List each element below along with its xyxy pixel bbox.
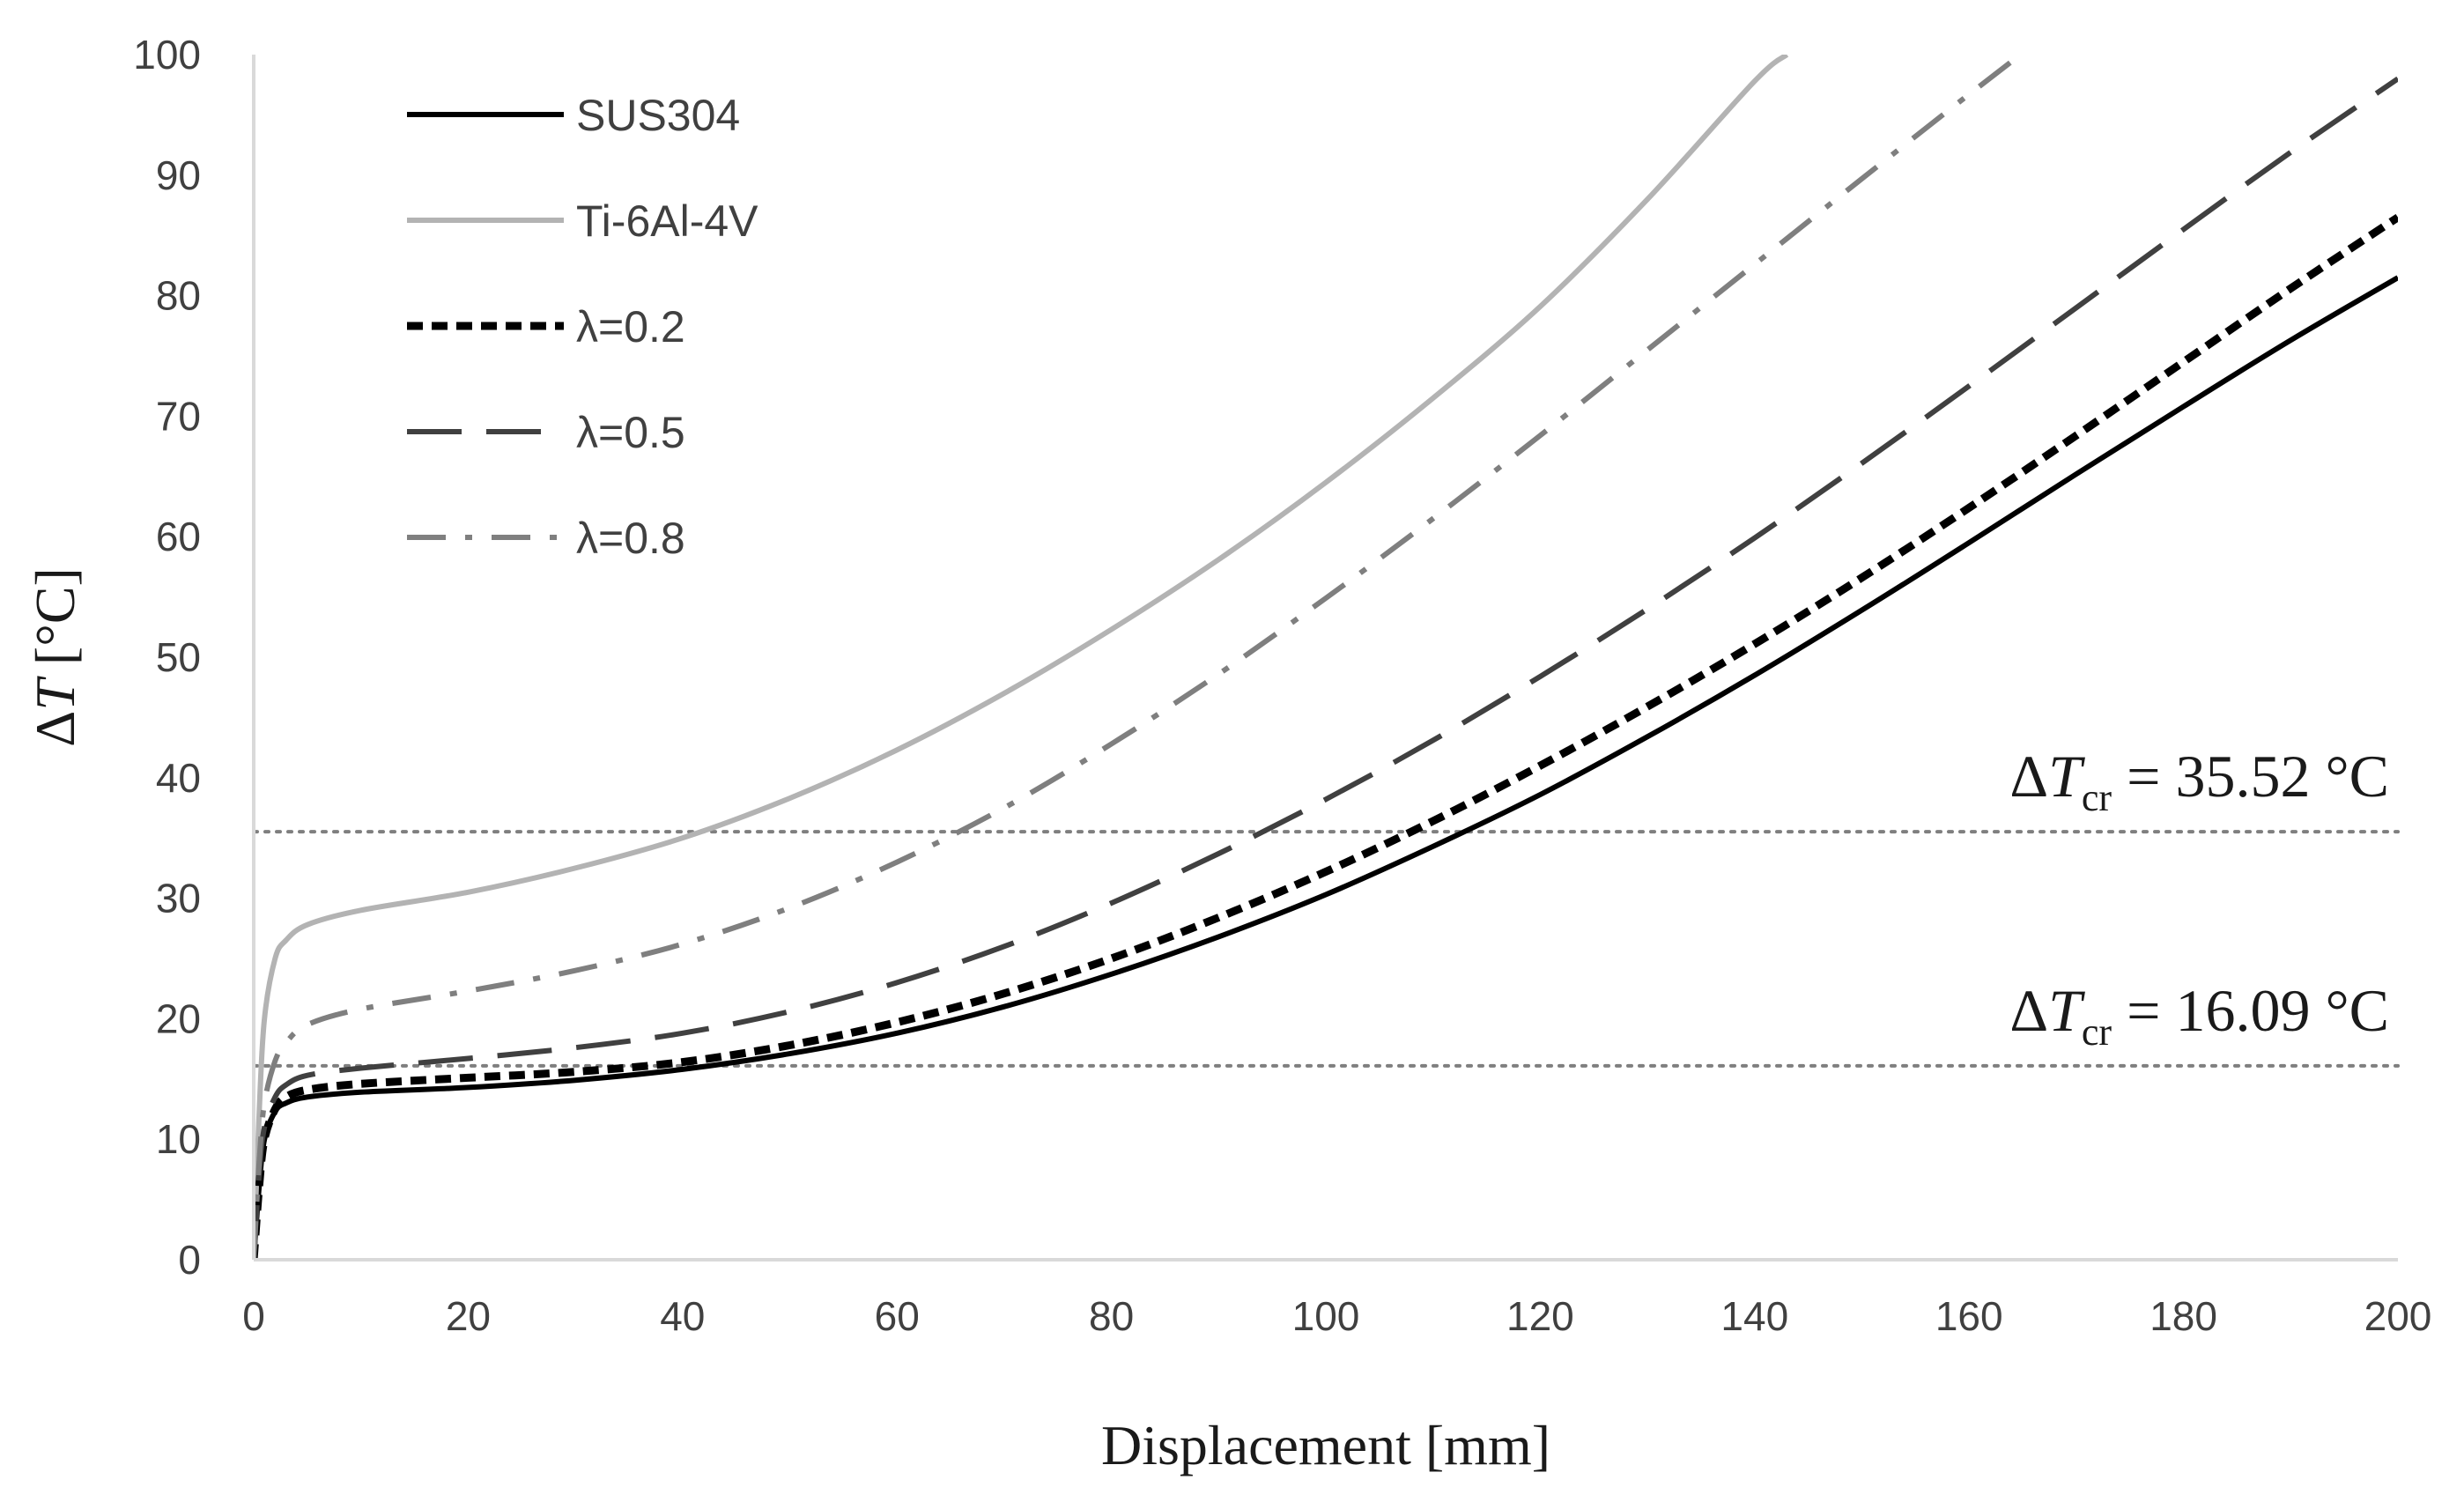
x-tick-label: 120 [1506, 1293, 1574, 1339]
annotation-subscript: cr [2082, 776, 2113, 819]
y-axis-title: ΔT [°C] [24, 567, 86, 747]
y-axis-title-unit: [°C] [24, 567, 86, 679]
y-axis-title-var: T [24, 676, 86, 711]
x-tick-label: 0 [242, 1293, 265, 1339]
critical-temperature-label: ΔTcr = 16.09 °C [2009, 977, 2389, 1054]
series-line--0-5 [254, 76, 2398, 1260]
y-axis-title-prefix: Δ [24, 711, 86, 747]
legend: SUS304 Ti-6Al-4V λ=0.2 λ=0.5 λ=0.8 [407, 91, 758, 563]
tick-labels: 0 20 40 60 80 100 120 140 160 180 200 0 10 20 30 40 50 60… [133, 32, 2431, 1339]
annotation-variable: T [2048, 743, 2085, 810]
series-line-ti-6al-4v [254, 55, 1789, 1260]
critical-temperature-label: ΔTcr = 35.52 °C [2009, 743, 2389, 819]
y-tick-label: 40 [156, 755, 201, 801]
y-tick-label: 30 [156, 876, 201, 921]
y-tick-label: 70 [156, 393, 201, 439]
y-tick-label: 0 [178, 1237, 201, 1283]
x-tick-label: 40 [660, 1293, 705, 1339]
x-tick-label: 140 [1720, 1293, 1788, 1339]
annotation-symbol: Δ [2009, 743, 2048, 810]
y-tick-label: 100 [133, 32, 201, 78]
series-line--0-8 [254, 55, 2025, 1260]
y-tick-label: 20 [156, 995, 201, 1041]
series-line--0-2 [254, 213, 2398, 1260]
legend-label: λ=0.5 [576, 408, 685, 457]
y-tick-label: 80 [156, 273, 201, 319]
series-lines [254, 55, 2398, 1260]
annotation-symbol: Δ [2009, 977, 2048, 1044]
x-tick-label: 80 [1089, 1293, 1134, 1339]
legend-label: λ=0.2 [576, 302, 685, 351]
annotation-subscript: cr [2082, 1010, 2113, 1054]
series-line-sus304 [254, 275, 2398, 1260]
x-tick-label: 200 [2364, 1293, 2432, 1339]
y-tick-label: 10 [156, 1116, 201, 1162]
annotation-value: = 35.52 °C [2112, 743, 2389, 810]
x-tick-label: 180 [2150, 1293, 2217, 1339]
y-tick-label: 50 [156, 634, 201, 680]
annotation-variable: T [2048, 977, 2085, 1044]
legend-label: SUS304 [576, 91, 740, 140]
legend-label: Ti-6Al-4V [576, 196, 758, 246]
legend-label: λ=0.8 [576, 514, 685, 563]
x-tick-label: 160 [1935, 1293, 2003, 1339]
x-tick-label: 20 [446, 1293, 491, 1339]
y-tick-label: 90 [156, 152, 201, 198]
x-tick-label: 100 [1292, 1293, 1360, 1339]
annotation-value: = 16.09 °C [2112, 977, 2389, 1044]
axes [252, 55, 2398, 1262]
y-tick-label: 60 [156, 514, 201, 559]
x-axis-title: Displacement [mm] [1101, 1414, 1550, 1476]
x-tick-label: 60 [875, 1293, 920, 1339]
